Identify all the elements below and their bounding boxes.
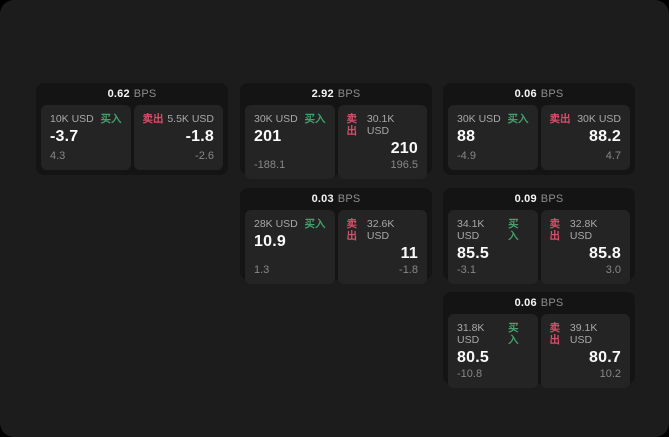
sell-label: 卖出: [549, 113, 571, 125]
panels: 30K USD 买入 201 -188.1 卖出 30.1K USD 210 1…: [240, 105, 432, 184]
quote-card-1: 0.62 BPS 10K USD 买入 -3.7 4.3 卖出 5.5K USD…: [36, 83, 228, 175]
buy-label: 买入: [304, 218, 326, 230]
buy-label: 买入: [508, 322, 519, 346]
sell-panel[interactable]: 卖出 32.6K USD 11 -1.8: [337, 210, 427, 284]
sell-delta: 196.5: [390, 159, 418, 171]
buy-amount: 30K USD: [254, 113, 298, 125]
bps-value: 0.62: [107, 88, 130, 100]
buy-delta: -10.8: [457, 368, 483, 380]
sell-panel[interactable]: 卖出 39.1K USD 80.7 10.2: [540, 314, 630, 388]
sell-label: 卖出: [549, 322, 561, 346]
bps-unit: BPS: [337, 193, 361, 205]
quote-card-3: 0.06 BPS 30K USD 买入 88 -4.9 卖出 30K USD 8…: [443, 83, 635, 175]
card-header: 0.62 BPS: [36, 83, 228, 105]
sell-amount: 5.5K USD: [167, 113, 214, 125]
bps-value: 2.92: [311, 88, 334, 100]
buy-label: 买入: [304, 113, 326, 125]
buy-label: 买入: [507, 113, 529, 125]
bps-value: 0.09: [514, 193, 537, 205]
buy-amount: 10K USD: [50, 113, 94, 125]
card-header: 0.03 BPS: [240, 188, 432, 210]
buy-amount: 31.8K USD: [457, 322, 485, 346]
buy-price: 201: [254, 128, 282, 145]
card-header: 0.06 BPS: [443, 83, 635, 105]
buy-delta: -3.1: [457, 264, 476, 276]
sell-label: 卖出: [549, 218, 561, 242]
buy-price: 10.9: [254, 233, 286, 250]
buy-delta: -188.1: [254, 159, 286, 171]
quote-card-4: 0.03 BPS 28K USD 买入 10.9 1.3 卖出 32.6K US…: [240, 188, 432, 284]
sell-amount: 39.1K USD: [569, 322, 598, 346]
buy-panel[interactable]: 28K USD 买入 10.9 1.3: [245, 210, 335, 284]
card-header: 2.92 BPS: [240, 83, 432, 105]
sell-price: 88.2: [589, 128, 621, 145]
buy-amount: 28K USD: [254, 218, 298, 230]
panels: 34.1K USD 买入 85.5 -3.1 卖出 32.8K USD 85.8…: [443, 210, 635, 289]
quote-card-5: 0.09 BPS 34.1K USD 买入 85.5 -3.1 卖出 32.8K…: [443, 188, 635, 284]
sell-delta: 10.2: [599, 368, 621, 380]
quote-card-2: 2.92 BPS 30K USD 买入 201 -188.1 卖出 30.1K …: [240, 83, 432, 179]
bps-value: 0.03: [311, 193, 334, 205]
buy-price: -3.7: [50, 128, 79, 145]
sell-amount: 30.1K USD: [366, 113, 395, 137]
buy-panel[interactable]: 34.1K USD 买入 85.5 -3.1: [448, 210, 538, 284]
sell-panel[interactable]: 卖出 32.8K USD 85.8 3.0: [540, 210, 630, 284]
panels: 10K USD 买入 -3.7 4.3 卖出 5.5K USD -1.8 -2.…: [36, 105, 228, 175]
buy-price: 88: [457, 128, 476, 145]
buy-label: 买入: [100, 113, 122, 125]
bps-unit: BPS: [337, 88, 361, 100]
buy-delta: -4.9: [457, 150, 476, 162]
card-header: 0.06 BPS: [443, 292, 635, 314]
sell-amount: 32.8K USD: [569, 218, 598, 242]
sell-price: 85.8: [589, 245, 621, 262]
buy-delta: 4.3: [50, 150, 66, 162]
sell-price: 11: [400, 245, 418, 262]
sell-amount: 32.6K USD: [366, 218, 395, 242]
bps-value: 0.06: [514, 88, 537, 100]
bps-value: 0.06: [514, 297, 537, 309]
sell-delta: -2.6: [195, 150, 214, 162]
bps-unit: BPS: [540, 193, 564, 205]
panels: 31.8K USD 买入 80.5 -10.8 卖出 39.1K USD 80.…: [443, 314, 635, 393]
sell-panel[interactable]: 卖出 30.1K USD 210 196.5: [337, 105, 427, 179]
buy-price: 85.5: [457, 245, 489, 262]
sell-price: -1.8: [185, 128, 214, 145]
sell-panel[interactable]: 卖出 30K USD 88.2 4.7: [540, 105, 630, 170]
sell-delta: -1.8: [399, 264, 418, 276]
buy-label: 买入: [508, 218, 519, 242]
panels: 28K USD 买入 10.9 1.3 卖出 32.6K USD 11 -1.8: [240, 210, 432, 289]
sell-label: 卖出: [346, 218, 358, 242]
card-header: 0.09 BPS: [443, 188, 635, 210]
sell-amount: 30K USD: [577, 113, 621, 125]
sell-panel[interactable]: 卖出 5.5K USD -1.8 -2.6: [133, 105, 223, 170]
buy-panel[interactable]: 31.8K USD 买入 80.5 -10.8: [448, 314, 538, 388]
buy-delta: 1.3: [254, 264, 270, 276]
bps-unit: BPS: [133, 88, 157, 100]
buy-panel[interactable]: 30K USD 买入 201 -188.1: [245, 105, 335, 179]
buy-amount: 30K USD: [457, 113, 501, 125]
sell-label: 卖出: [142, 113, 164, 125]
buy-panel[interactable]: 30K USD 买入 88 -4.9: [448, 105, 538, 170]
sell-delta: 4.7: [605, 150, 621, 162]
buy-amount: 34.1K USD: [457, 218, 485, 242]
buy-price: 80.5: [457, 349, 489, 366]
bps-unit: BPS: [540, 88, 564, 100]
sell-price: 210: [390, 140, 418, 157]
panels: 30K USD 买入 88 -4.9 卖出 30K USD 88.2 4.7: [443, 105, 635, 175]
sell-delta: 3.0: [605, 264, 621, 276]
sell-price: 80.7: [589, 349, 621, 366]
bps-unit: BPS: [540, 297, 564, 309]
quote-card-6: 0.06 BPS 31.8K USD 买入 80.5 -10.8 卖出 39.1…: [443, 292, 635, 388]
sell-label: 卖出: [346, 113, 358, 137]
buy-panel[interactable]: 10K USD 买入 -3.7 4.3: [41, 105, 131, 170]
